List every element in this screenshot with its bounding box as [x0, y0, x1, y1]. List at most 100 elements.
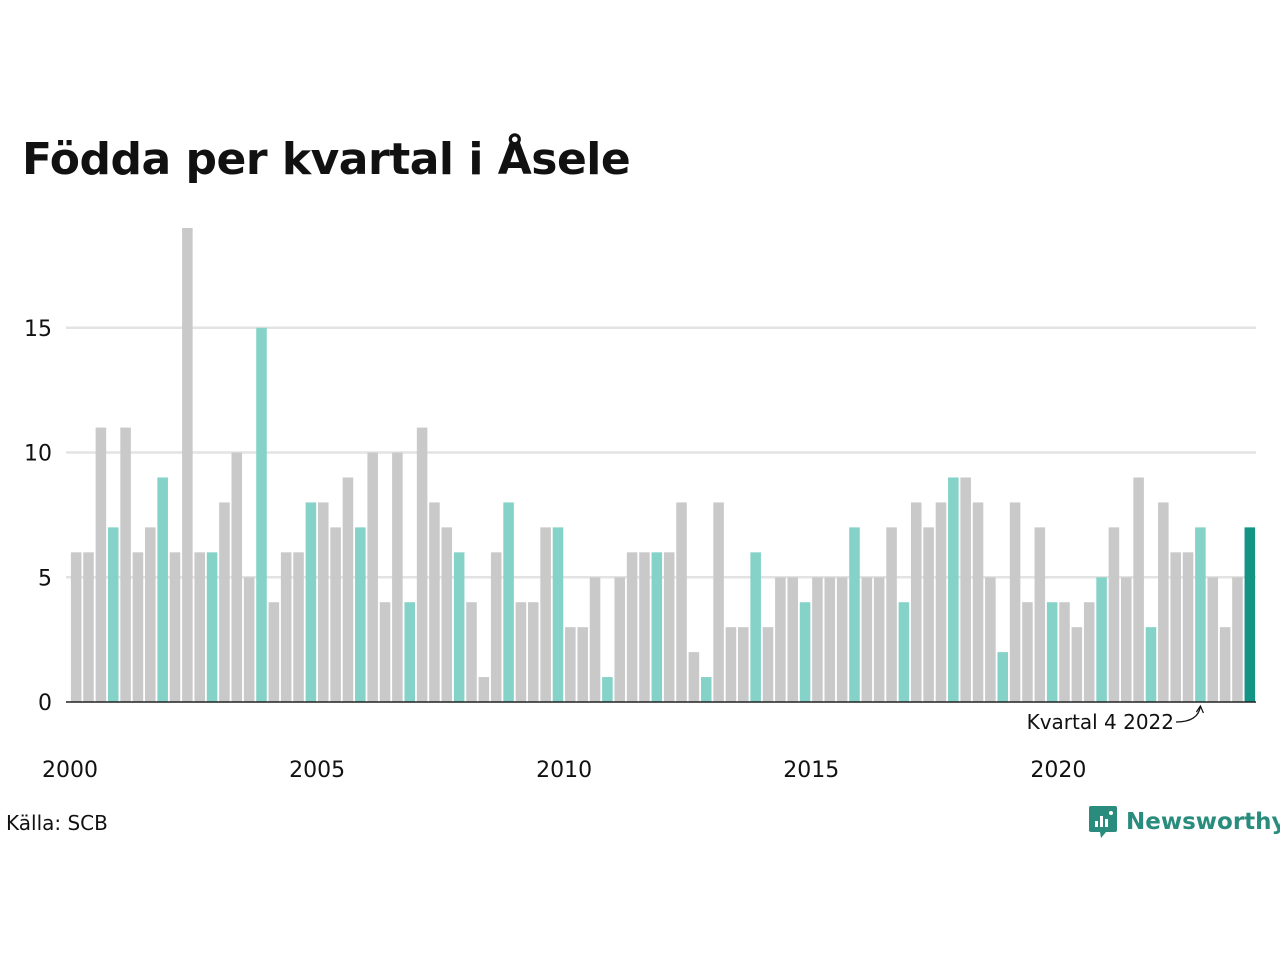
bar — [775, 577, 786, 702]
bar — [787, 577, 798, 702]
bar — [923, 527, 934, 702]
x-tick-label: 2000 — [42, 758, 98, 783]
bar — [663, 552, 675, 702]
bar — [392, 452, 403, 702]
bar — [985, 577, 996, 702]
annotation: Kvartal 4 2022 — [1027, 704, 1204, 734]
bar — [490, 552, 502, 702]
bar — [676, 502, 687, 702]
bar — [1009, 502, 1021, 702]
bar — [1121, 577, 1132, 702]
bar — [589, 577, 601, 702]
bar — [305, 502, 317, 702]
bar — [182, 228, 193, 702]
bar — [1182, 552, 1194, 702]
bar — [1244, 527, 1256, 702]
bar — [404, 602, 416, 702]
bar — [243, 577, 255, 702]
bar — [416, 427, 428, 702]
bar — [1207, 577, 1219, 702]
bars — [70, 228, 1256, 702]
bar — [552, 527, 564, 702]
bar — [194, 552, 205, 702]
bar — [602, 677, 613, 702]
bar — [317, 502, 329, 702]
bar — [157, 477, 168, 702]
chart-title: Födda per kvartal i Åsele — [22, 134, 631, 185]
bar — [948, 477, 959, 702]
bar — [762, 627, 774, 702]
bar — [910, 502, 922, 702]
bar — [997, 652, 1009, 702]
bar — [1046, 602, 1058, 702]
bar — [206, 552, 218, 702]
bar — [836, 577, 848, 702]
bar — [379, 602, 391, 702]
bar — [849, 527, 860, 702]
x-tick-label: 2010 — [536, 758, 592, 783]
bar — [1195, 527, 1206, 702]
annotation-arrow — [1175, 704, 1204, 723]
bar — [898, 602, 910, 702]
bar — [873, 577, 885, 702]
bar — [367, 452, 378, 702]
bar — [700, 677, 712, 702]
bar — [466, 602, 477, 702]
bar — [540, 527, 551, 702]
brand-name: Newsworthy — [1126, 809, 1280, 835]
bar — [429, 502, 440, 702]
bar — [639, 552, 650, 702]
bar — [95, 427, 107, 702]
bar — [83, 552, 94, 702]
bar — [453, 552, 465, 702]
bar — [219, 502, 230, 702]
bar — [478, 677, 490, 702]
bar — [293, 552, 304, 702]
bar — [886, 527, 897, 702]
bar — [70, 552, 82, 702]
bar — [738, 627, 749, 702]
bar — [280, 552, 292, 702]
bar — [960, 477, 971, 702]
bar — [145, 527, 156, 702]
y-tick-label: 10 — [24, 442, 52, 467]
bar — [503, 502, 514, 702]
bar — [1059, 602, 1070, 702]
bar — [1096, 577, 1107, 702]
bar — [799, 602, 811, 702]
bar — [861, 577, 873, 702]
bar — [169, 552, 181, 702]
bar — [528, 602, 539, 702]
bar — [441, 527, 453, 702]
bar — [626, 552, 638, 702]
bar — [1133, 477, 1144, 702]
bar — [120, 427, 131, 702]
bar — [1108, 527, 1120, 702]
annotation-label: Kvartal 4 2022 — [1027, 710, 1174, 734]
x-tick-label: 2015 — [783, 758, 839, 783]
newsworthy-logo-icon — [1089, 806, 1117, 838]
bar — [515, 602, 527, 702]
bar — [725, 627, 737, 702]
bar — [330, 527, 341, 702]
bar — [342, 477, 354, 702]
bar — [256, 327, 267, 702]
y-tick-label: 5 — [38, 566, 52, 591]
brand-logo: Newsworthy — [1088, 804, 1280, 840]
bar — [935, 502, 947, 702]
bar — [1219, 627, 1231, 702]
bar — [824, 577, 836, 702]
bar — [1034, 527, 1046, 702]
bar — [713, 502, 724, 702]
bar — [1232, 577, 1243, 702]
bar — [1071, 627, 1083, 702]
bar — [972, 502, 984, 702]
bar — [107, 527, 119, 702]
y-tick-label: 15 — [24, 317, 52, 342]
bar — [565, 627, 576, 702]
x-tick-label: 2020 — [1030, 758, 1086, 783]
bar — [651, 552, 663, 702]
x-tick-label: 2005 — [289, 758, 345, 783]
bar — [812, 577, 823, 702]
